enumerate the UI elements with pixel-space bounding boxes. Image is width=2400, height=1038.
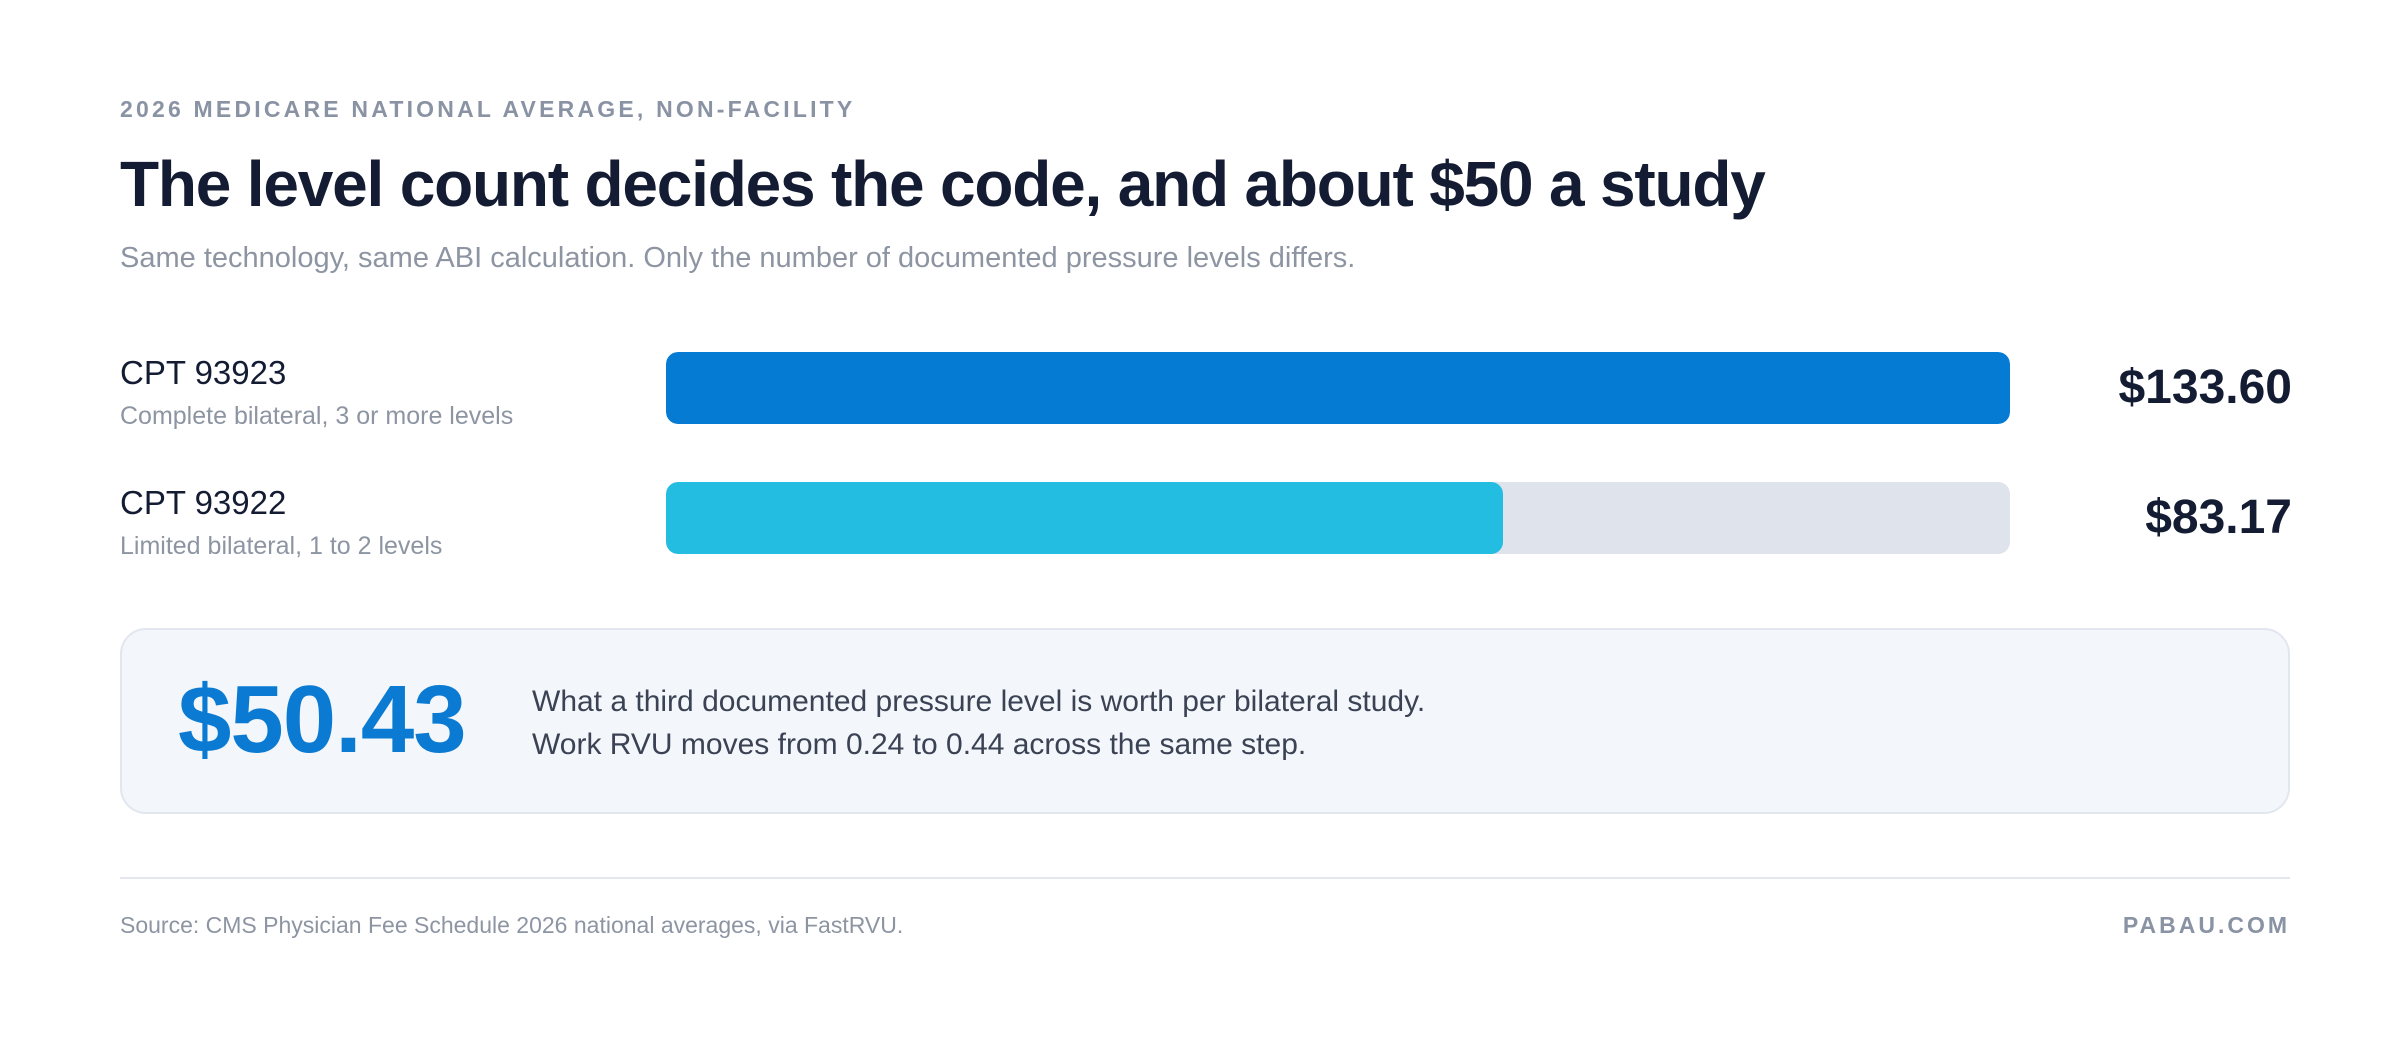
eyebrow-label: 2026 MEDICARE NATIONAL AVERAGE, NON-FACI… bbox=[120, 96, 856, 122]
bar-value-label: $133.60 bbox=[2118, 361, 2292, 414]
source-note: Source: CMS Physician Fee Schedule 2026 … bbox=[120, 912, 904, 938]
footer-divider bbox=[120, 877, 2290, 879]
bar bbox=[666, 482, 1503, 554]
category-label: CPT 93923 bbox=[120, 354, 287, 391]
bar-track bbox=[666, 482, 2010, 554]
bar-track bbox=[666, 352, 2010, 424]
category-description: Complete bilateral, 3 or more levels bbox=[120, 402, 514, 430]
bar-label-1: CPT 93922 Limited bilateral, 1 to 2 level… bbox=[120, 482, 640, 564]
bar-label-0: CPT 93923 Complete bilateral, 3 or more l… bbox=[120, 352, 640, 434]
category-description: Limited bilateral, 1 to 2 levels bbox=[120, 532, 443, 560]
bar-value-label: $83.17 bbox=[2145, 491, 2292, 544]
page-title: The level count decides the code, and ab… bbox=[120, 148, 1766, 220]
callout-line-2: Work RVU moves from 0.24 to 0.44 across … bbox=[532, 728, 1307, 761]
page-subtitle: Same technology, same ABI calculation. O… bbox=[120, 242, 1356, 274]
difference-value: $50.43 bbox=[178, 666, 467, 773]
callout-text: What a third documented pressure level i… bbox=[532, 680, 1425, 766]
category-label: CPT 93922 bbox=[120, 484, 287, 521]
brand-label: PABAU.COM bbox=[2122, 912, 2290, 938]
difference-callout: $50.43 What a third documented pressure … bbox=[120, 628, 2290, 814]
callout-line-1: What a third documented pressure level i… bbox=[532, 685, 1426, 718]
bar bbox=[666, 352, 2010, 424]
